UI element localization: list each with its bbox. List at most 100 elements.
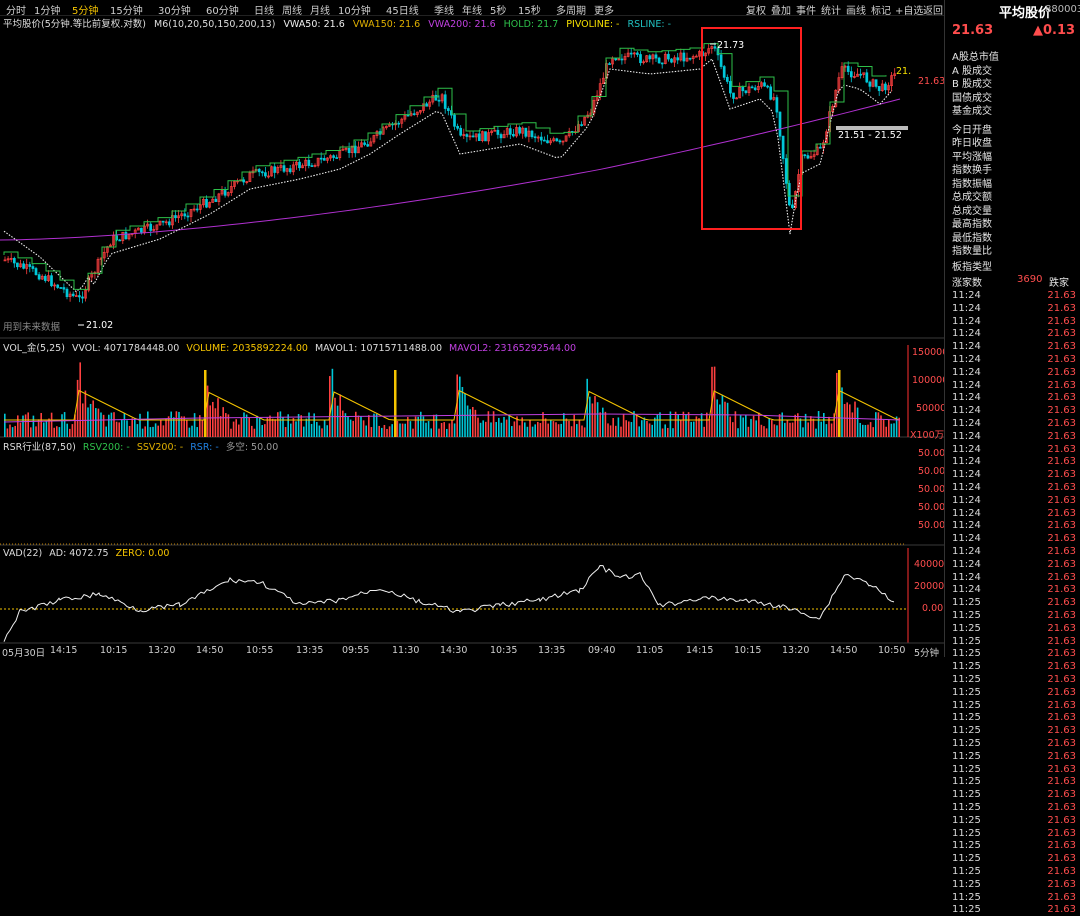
- volume-bar: [643, 417, 646, 437]
- volume-bar: [339, 394, 341, 437]
- time-axis-label: 10:15: [734, 645, 762, 656]
- toolbar-button[interactable]: 复权: [746, 6, 766, 17]
- candle-body: [893, 73, 897, 76]
- quote-field-label: 指数换手: [952, 165, 992, 176]
- timeframe-tab[interactable]: 多周期: [556, 6, 586, 17]
- candle-body: [96, 259, 100, 273]
- tick-price: 21.63: [1047, 802, 1076, 813]
- tick-time: 11:25: [952, 814, 981, 826]
- timeframe-tab[interactable]: 分时: [6, 6, 26, 17]
- candle-body: [335, 157, 339, 159]
- tick-price: 21.63: [1047, 622, 1076, 634]
- volume-bar: [875, 412, 877, 437]
- candle-body: [12, 258, 16, 264]
- volume-bar: [76, 379, 79, 437]
- volume-bar: [456, 374, 458, 437]
- tick-row: 11:24 21.63: [952, 508, 1076, 520]
- timeframe-tab[interactable]: 15分钟: [110, 6, 143, 17]
- candle-body: [533, 136, 537, 139]
- volume-bar: [784, 422, 786, 437]
- volume-bar: [17, 415, 19, 437]
- candle-body: [890, 75, 893, 86]
- candle-body: [214, 198, 218, 202]
- candle-body: [583, 116, 587, 126]
- volume-bar: [524, 422, 526, 437]
- quote-field-label: 总成交量: [952, 205, 992, 217]
- tick-price: 21.63: [1047, 520, 1076, 532]
- timeframe-tab[interactable]: 更多: [594, 6, 614, 17]
- timeframe-tab[interactable]: 15秒: [518, 6, 541, 17]
- tick-row: 11:24 21.63: [952, 380, 1076, 392]
- timeframe-tab[interactable]: 日线: [254, 6, 274, 17]
- candle-body: [180, 213, 184, 217]
- toolbar-button[interactable]: 画线: [846, 6, 866, 17]
- toolbar-button[interactable]: +自选: [895, 6, 924, 17]
- hold-line: [3, 43, 887, 290]
- timeframe-tab[interactable]: 5分钟: [72, 6, 99, 17]
- tick-price: 21.63: [1047, 686, 1076, 698]
- candle-body: [347, 148, 351, 154]
- volume-bar: [115, 421, 118, 437]
- volume-bar: [641, 420, 643, 437]
- tick-row: 11:24 21.63: [952, 444, 1076, 456]
- candle-body: [822, 142, 825, 149]
- volume-bar: [347, 416, 349, 437]
- toolbar-button[interactable]: 标记: [871, 6, 891, 17]
- vol-axis-50000: 50000: [916, 403, 947, 414]
- volume-bar: [518, 425, 521, 437]
- candle-body: [84, 289, 87, 299]
- tick-price: 21.63: [1047, 584, 1076, 596]
- tick-price: 21.63: [1047, 533, 1076, 545]
- toolbar-button[interactable]: 事件: [796, 6, 816, 17]
- candle-body: [654, 54, 658, 59]
- volume-bar: [841, 387, 843, 437]
- volume-bar: [695, 416, 698, 437]
- toolbar-button[interactable]: 叠加: [771, 6, 791, 17]
- timeframe-tab[interactable]: 1分钟: [34, 6, 61, 17]
- volume-bar: [596, 402, 599, 437]
- tick-time: 11:25: [952, 635, 981, 647]
- toolbar-button[interactable]: 返回: [923, 6, 943, 17]
- candle-body: [149, 223, 153, 231]
- volume-bar: [877, 412, 880, 437]
- volume-bar: [40, 412, 42, 437]
- volume-bar: [664, 424, 666, 437]
- tick-price: 21.63: [1047, 469, 1076, 481]
- volume-bar: [547, 423, 549, 437]
- volume-bar: [22, 415, 24, 437]
- toolbar-button[interactable]: 统计: [821, 6, 841, 17]
- timeframe-tab[interactable]: 月线: [310, 6, 330, 17]
- volume-bar: [173, 417, 175, 437]
- timeframe-tab[interactable]: 60分钟: [206, 6, 239, 17]
- timeframe-tab[interactable]: 30分钟: [158, 6, 191, 17]
- candle-body: [791, 204, 794, 208]
- volume-bar: [271, 418, 274, 437]
- candle-body: [400, 118, 404, 124]
- volume-bar: [53, 427, 55, 437]
- candle-body: [524, 127, 528, 137]
- tick-price: 21.63: [1047, 610, 1076, 621]
- volume-bar: [680, 420, 682, 437]
- candle-body: [186, 215, 190, 218]
- timeframe-tab[interactable]: 10分钟: [338, 6, 371, 17]
- tick-row: 11:24 21.63: [952, 367, 1076, 379]
- timeframe-tab[interactable]: 5秒: [490, 6, 507, 17]
- candle-body: [564, 135, 568, 142]
- candle-body: [462, 134, 466, 136]
- tick-price: 21.63: [1047, 315, 1076, 327]
- volume-bar: [555, 422, 557, 437]
- volume-bar: [118, 422, 120, 437]
- price-chart[interactable]: [0, 0, 944, 657]
- timeframe-tab[interactable]: 周线: [282, 6, 302, 17]
- tick-time: 11:24: [952, 584, 981, 596]
- timeframe-tab[interactable]: 年线: [462, 6, 482, 17]
- rsr-axis-5: 50.00: [918, 520, 946, 531]
- tick-price: 21.63: [1047, 699, 1076, 711]
- volume-bar: [804, 413, 807, 437]
- timeframe-tab[interactable]: 季线: [434, 6, 454, 17]
- candle-body: [499, 134, 503, 139]
- timeframe-tab[interactable]: 45日线: [386, 6, 419, 17]
- candle-body: [419, 110, 422, 113]
- tick-price: 21.63: [1047, 443, 1076, 455]
- time-axis-label: 10:15: [100, 645, 128, 656]
